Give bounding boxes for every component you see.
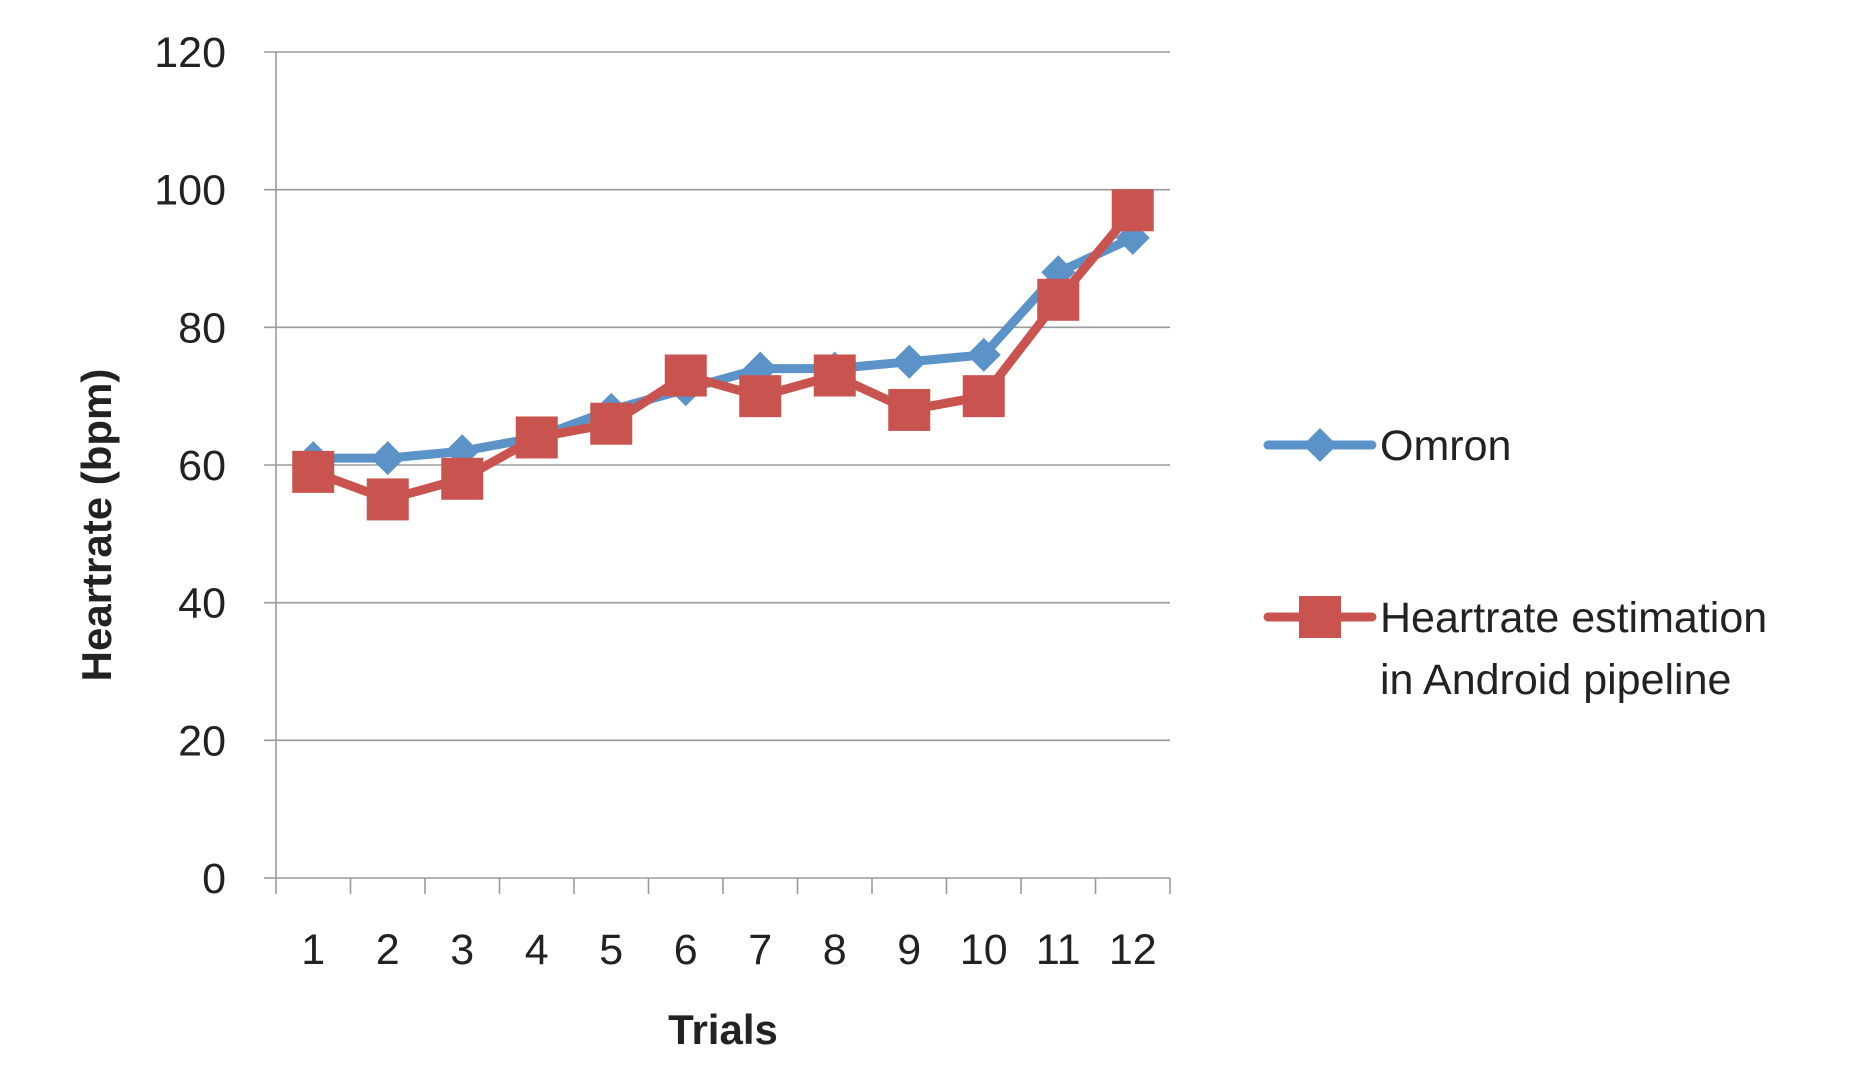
series-line bbox=[308, 233, 1138, 463]
gridlines bbox=[264, 51, 1170, 879]
data-point bbox=[962, 375, 1005, 418]
data-point bbox=[813, 354, 856, 397]
x-tick-label: 7 bbox=[748, 926, 772, 974]
y-tick-label: 120 bbox=[154, 29, 226, 77]
data-point bbox=[664, 354, 707, 397]
y-tick-label: 100 bbox=[154, 167, 226, 215]
x-tick-label: 9 bbox=[897, 926, 921, 974]
legend-label-line: Heartrate estimation bbox=[1380, 594, 1767, 642]
data-point bbox=[892, 344, 927, 379]
y-tick-label: 80 bbox=[178, 304, 226, 352]
data-point bbox=[739, 375, 782, 418]
legend-marker bbox=[1303, 428, 1337, 462]
data-point bbox=[292, 450, 335, 493]
data-point bbox=[441, 457, 484, 500]
series bbox=[292, 189, 1154, 521]
data-point bbox=[366, 478, 409, 521]
data-point bbox=[888, 388, 931, 431]
data-point bbox=[966, 337, 1001, 372]
x-tick-label: 10 bbox=[960, 926, 1008, 974]
data-point bbox=[370, 441, 405, 476]
series-2 bbox=[292, 189, 1154, 521]
x-tick-label: 5 bbox=[599, 926, 623, 974]
y-axis-title: Heartrate (bpm) bbox=[73, 369, 120, 682]
x-tick-label: 2 bbox=[376, 926, 400, 974]
legend-label: Heartrate estimation in Android pipeline bbox=[1380, 594, 1767, 704]
y-tick-labels: 0 20 40 60 80 100 120 bbox=[154, 29, 226, 903]
y-tick-label: 60 bbox=[178, 442, 226, 490]
x-tick-label: 11 bbox=[1036, 926, 1081, 974]
x-tick-label: 1 bbox=[301, 926, 325, 974]
y-tick-label: 40 bbox=[178, 580, 226, 628]
y-tick-label: 0 bbox=[202, 855, 226, 903]
x-tick-label: 4 bbox=[525, 926, 549, 974]
y-tick-label: 20 bbox=[178, 717, 226, 765]
legend-marker bbox=[1299, 596, 1341, 638]
data-point bbox=[515, 416, 558, 459]
x-tick-label: 3 bbox=[450, 926, 474, 974]
legend-label-line: in Android pipeline bbox=[1380, 656, 1731, 704]
legend-label-line: Omron bbox=[1380, 422, 1511, 470]
legend: Omron Heartrate estimation in Android pipe… bbox=[1263, 422, 1767, 704]
x-axis-title: Trials bbox=[668, 1006, 778, 1053]
data-point bbox=[1111, 189, 1154, 232]
x-tick-label: 6 bbox=[674, 926, 698, 974]
data-point bbox=[590, 402, 633, 445]
x-tick-label: 8 bbox=[823, 926, 847, 974]
legend-item: Omron bbox=[1263, 422, 1511, 470]
x-tick-labels: 1 2 3 4 5 6 7 8 9 10 11 12 bbox=[275, 878, 1171, 974]
legend-label: Omron bbox=[1380, 422, 1511, 470]
x-tick-label: 12 bbox=[1109, 926, 1157, 974]
data-point bbox=[1037, 278, 1080, 321]
legend-item: Heartrate estimation in Android pipeline bbox=[1263, 594, 1767, 704]
